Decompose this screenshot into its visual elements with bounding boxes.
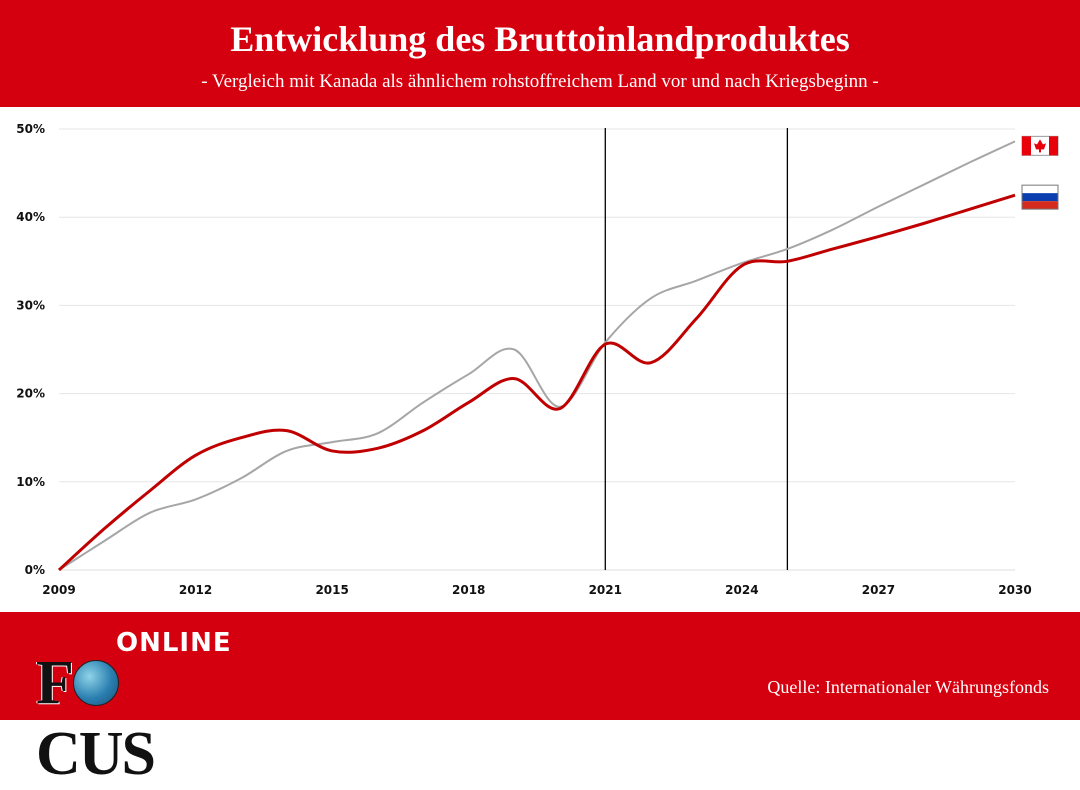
canada-flag-icon: [1021, 135, 1059, 156]
x-tick-label: 2024: [725, 583, 758, 597]
header: Entwicklung des Bruttoinlandproduktes - …: [0, 0, 1080, 107]
russia-flag-icon: [1021, 184, 1059, 210]
russia-series-line: [57, 193, 1016, 572]
x-tick-label: 2009: [42, 583, 75, 597]
chart-title: Entwicklung des Bruttoinlandproduktes: [230, 19, 850, 59]
x-tick-label: 2018: [452, 583, 485, 597]
chart-subtitle: - Vergleich mit Kanada als ähnlichem roh…: [201, 71, 879, 92]
x-tick-label: 2021: [589, 583, 622, 597]
line-chart: 0% 10% 20% 30% 40% 50% 2009 2012 2015 2018 2021 202…: [16, 122, 1059, 597]
x-tick-label: 2030: [998, 583, 1031, 597]
y-tick-label: 20%: [16, 387, 45, 401]
y-tick-label: 40%: [16, 210, 45, 224]
y-tick-label: 10%: [16, 475, 45, 489]
x-tick-label: 2027: [862, 583, 895, 597]
y-tick-label: 50%: [16, 122, 45, 136]
y-tick-label: 30%: [16, 298, 45, 312]
globe-icon: [72, 659, 119, 706]
source-note: Quelle: Internationaler Währungsfonds: [767, 677, 1049, 697]
y-tick-label: 0%: [25, 563, 45, 577]
focus-online-logo: ONLINE FCUS: [36, 628, 232, 788]
canada-series-line: [58, 140, 1016, 571]
x-tick-label: 2012: [179, 583, 212, 597]
x-tick-label: 2015: [315, 583, 348, 597]
footer: ONLINE FCUS Quelle: Internationaler Währ…: [0, 612, 1080, 788]
